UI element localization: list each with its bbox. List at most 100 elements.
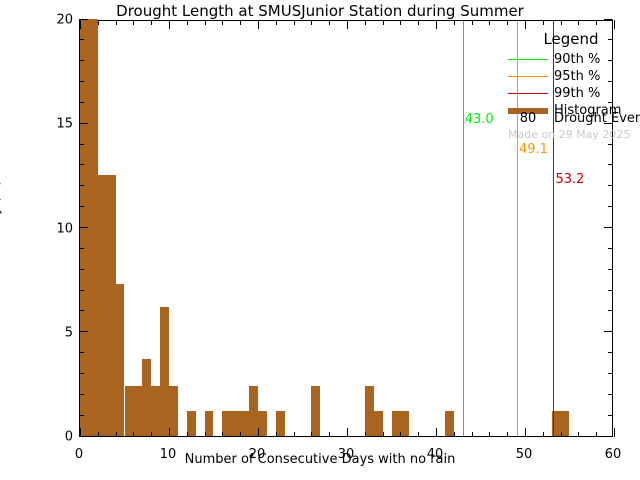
legend-swatch [508,76,548,77]
x-tick [400,20,402,25]
y-tick [79,143,84,145]
histogram-bar [186,410,196,436]
y-tick [79,185,84,187]
y-tick [79,122,88,124]
legend-label: Histogram [554,103,622,118]
y-tick [79,268,84,270]
y-tick-label: 15 [56,116,73,132]
histogram-bar [142,358,152,436]
histogram-bar [97,175,107,436]
y-tick [79,164,84,166]
y-tick [79,352,84,354]
x-tick-label: 0 [74,447,84,462]
percentile-line-95th [516,21,518,436]
x-tick [347,20,348,29]
x-tick [133,432,135,437]
x-tick [525,428,526,437]
x-tick [204,432,206,437]
x-tick-label: 30 [337,447,355,462]
x-tick [151,20,153,25]
x-tick [204,20,206,25]
y-tick [608,310,613,312]
histogram-bar [444,410,454,436]
x-tick [133,20,135,25]
x-tick [275,432,277,437]
x-tick [382,432,384,437]
y-tick [608,101,613,103]
histogram-bar [249,385,258,436]
histogram-bar [275,410,285,436]
x-tick [80,20,81,29]
x-tick [186,20,188,25]
x-tick [97,20,99,25]
histogram-bar [133,385,143,436]
x-tick [97,432,99,437]
legend-entry: 90th % [508,51,634,68]
y-tick [604,18,613,20]
percentile-line-99th [553,21,555,436]
drought-events-row: 80 Drought Events [508,110,640,127]
x-tick [382,20,384,25]
histogram-bar [364,385,374,436]
legend-swatch [508,93,548,94]
x-tick [240,432,242,437]
y-tick [79,372,84,374]
legend-swatch [508,59,548,60]
y-tick [79,310,84,312]
watermark: Made on 29 May 2025 [508,128,631,141]
x-tick [364,20,366,25]
histogram-bar [151,385,161,436]
drought-events-label: Drought Events [554,111,640,126]
legend-swatch [508,107,548,114]
histogram-bar [560,410,570,436]
x-tick [542,432,544,437]
x-tick [453,432,455,437]
x-tick [507,20,509,25]
y-tick [79,18,88,20]
x-tick [436,20,437,29]
histogram-bar [204,410,214,436]
histogram-bar [115,283,125,436]
x-tick [151,432,153,437]
x-tick [560,20,562,25]
histogram-bar [373,410,383,436]
y-tick [608,247,613,249]
x-tick [400,432,402,437]
legend-entry: Histogram [508,102,634,119]
y-tick [79,331,88,333]
x-tick [614,428,615,437]
x-tick [507,432,509,437]
y-tick [79,101,84,103]
y-tick [79,39,84,41]
legend-entry: 99th % [508,85,634,102]
y-tick [604,122,613,124]
x-tick [222,432,224,437]
y-tick [608,60,613,62]
histogram-bar [400,410,410,436]
x-tick [614,20,615,29]
x-tick [311,432,313,437]
legend-label: 99th % [554,86,601,101]
x-tick [578,20,580,25]
chart-title: Drought Length at SMUSJunior Station dur… [116,2,524,20]
x-tick [471,20,473,25]
drought-events-count: 80 [519,111,537,126]
y-tick [608,393,613,395]
x-tick-label: 40 [426,447,444,462]
y-tick [608,268,613,270]
y-tick [608,414,613,416]
x-tick [418,432,420,437]
y-tick [79,393,84,395]
x-tick [542,20,544,25]
x-tick [489,20,491,25]
y-tick [608,372,613,374]
x-tick [80,428,81,437]
x-tick-label: 50 [515,447,533,462]
x-tick [525,20,526,29]
x-tick [311,20,313,25]
y-tick [608,39,613,41]
x-axis-title: Number of Consecutive Days with no rain [184,452,456,467]
y-tick [608,206,613,208]
x-tick [169,20,170,29]
plot-area [79,18,615,437]
